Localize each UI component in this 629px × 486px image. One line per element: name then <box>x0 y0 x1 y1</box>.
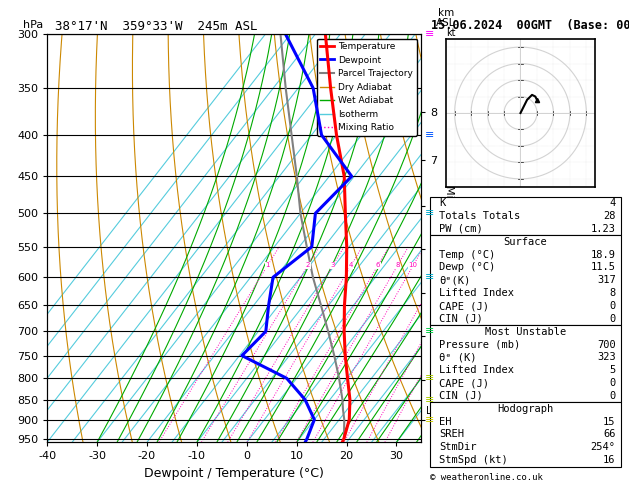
Text: 1.23: 1.23 <box>591 224 616 234</box>
X-axis label: Dewpoint / Temperature (°C): Dewpoint / Temperature (°C) <box>145 467 324 480</box>
Text: 4: 4 <box>610 198 616 208</box>
Text: 6: 6 <box>376 262 380 268</box>
Text: Lifted Index: Lifted Index <box>439 288 514 298</box>
Text: 8: 8 <box>395 262 400 268</box>
Text: LCL: LCL <box>426 406 443 416</box>
Text: 700: 700 <box>597 340 616 349</box>
Text: 317: 317 <box>597 275 616 285</box>
Text: 0: 0 <box>610 378 616 388</box>
Text: EH: EH <box>439 417 452 427</box>
Text: K: K <box>439 198 445 208</box>
Text: ≡: ≡ <box>425 272 434 282</box>
Text: 5: 5 <box>610 365 616 375</box>
Text: ≡: ≡ <box>425 29 434 39</box>
Text: Hodograph: Hodograph <box>498 404 554 414</box>
Text: © weatheronline.co.uk: © weatheronline.co.uk <box>430 473 542 482</box>
Text: 11.5: 11.5 <box>591 262 616 273</box>
Text: Temp (°C): Temp (°C) <box>439 250 496 260</box>
Text: Surface: Surface <box>504 237 547 247</box>
Text: ≡: ≡ <box>425 373 434 383</box>
Bar <box>430 402 621 467</box>
Text: 0: 0 <box>610 301 616 311</box>
Text: ≡: ≡ <box>425 395 434 404</box>
Text: Lifted Index: Lifted Index <box>439 365 514 375</box>
Y-axis label: Mixing Ratio (g/kg): Mixing Ratio (g/kg) <box>444 185 454 291</box>
Text: Pressure (mb): Pressure (mb) <box>439 340 520 349</box>
Text: 15: 15 <box>603 417 616 427</box>
Text: 8: 8 <box>610 288 616 298</box>
Text: 2: 2 <box>306 262 310 268</box>
Text: hPa: hPa <box>23 20 43 30</box>
Text: ≡: ≡ <box>425 130 434 140</box>
Text: 10: 10 <box>409 262 418 268</box>
Text: θᵉ(K): θᵉ(K) <box>439 275 470 285</box>
Text: 323: 323 <box>597 352 616 363</box>
Text: Most Unstable: Most Unstable <box>485 327 566 337</box>
Text: StmDir: StmDir <box>439 442 477 452</box>
Text: 3: 3 <box>331 262 335 268</box>
Text: 16: 16 <box>603 455 616 465</box>
Bar <box>430 235 621 325</box>
Text: Dewp (°C): Dewp (°C) <box>439 262 496 273</box>
Text: 0: 0 <box>610 391 616 401</box>
Text: Totals Totals: Totals Totals <box>439 211 520 221</box>
Text: 66: 66 <box>603 430 616 439</box>
Text: 4: 4 <box>349 262 353 268</box>
Legend: Temperature, Dewpoint, Parcel Trajectory, Dry Adiabat, Wet Adiabat, Isotherm, Mi: Temperature, Dewpoint, Parcel Trajectory… <box>317 38 417 136</box>
Text: StmSpd (kt): StmSpd (kt) <box>439 455 508 465</box>
Text: 18.9: 18.9 <box>591 250 616 260</box>
Text: 0: 0 <box>610 314 616 324</box>
Text: CAPE (J): CAPE (J) <box>439 301 489 311</box>
Text: 1: 1 <box>265 262 270 268</box>
Text: θᵉ (K): θᵉ (K) <box>439 352 477 363</box>
Text: CAPE (J): CAPE (J) <box>439 378 489 388</box>
Text: ≡: ≡ <box>425 327 434 336</box>
Text: ≡: ≡ <box>425 208 434 218</box>
Text: PW (cm): PW (cm) <box>439 224 483 234</box>
Text: ≡: ≡ <box>425 415 434 425</box>
Text: 28: 28 <box>603 211 616 221</box>
Text: 254°: 254° <box>591 442 616 452</box>
Text: 15.06.2024  00GMT  (Base: 00): 15.06.2024 00GMT (Base: 00) <box>431 19 629 33</box>
Text: CIN (J): CIN (J) <box>439 314 483 324</box>
Text: km
ASL: km ASL <box>436 8 455 28</box>
Bar <box>430 197 621 235</box>
Text: CIN (J): CIN (J) <box>439 391 483 401</box>
Text: SREH: SREH <box>439 430 464 439</box>
Text: 38°17'N  359°33'W  245m ASL: 38°17'N 359°33'W 245m ASL <box>55 20 257 33</box>
Text: kt: kt <box>447 28 456 38</box>
Bar <box>430 325 621 402</box>
